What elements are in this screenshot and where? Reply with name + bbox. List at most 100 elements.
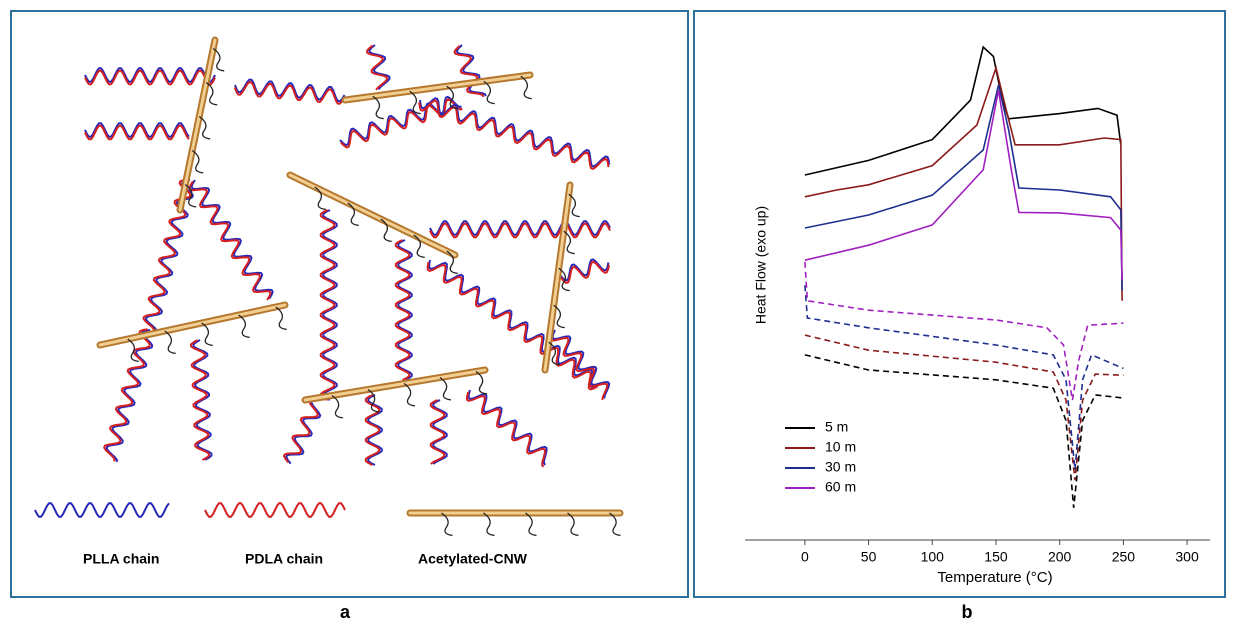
- chain: [551, 329, 611, 399]
- acetyl-group: [347, 202, 359, 227]
- acetyl-group: [367, 388, 380, 413]
- legend-label: Acetylated-CNW: [418, 551, 528, 567]
- acetyl-group: [205, 81, 218, 106]
- chain: [339, 95, 462, 147]
- acetyl-group: [558, 267, 570, 292]
- chain: [559, 258, 610, 282]
- acetyl-group: [520, 75, 532, 100]
- acetyl-group: [609, 512, 621, 537]
- acetyl-group: [568, 193, 580, 218]
- chain: [322, 209, 338, 401]
- legend-label: PDLA chain: [245, 551, 323, 567]
- chain: [397, 239, 413, 381]
- nanowhisker-highlight: [98, 303, 287, 347]
- acetyl-group: [567, 512, 579, 537]
- acetyl-group: [238, 314, 250, 339]
- chain: [204, 502, 346, 518]
- chain: [189, 339, 211, 461]
- x-tick-label: 300: [1175, 549, 1199, 565]
- chain: [285, 399, 322, 465]
- chain: [105, 329, 154, 463]
- legend-label: 5 m: [825, 419, 848, 435]
- acetyl-group: [127, 338, 139, 363]
- heating-curve: [804, 90, 1123, 281]
- chain: [367, 394, 383, 466]
- legend-label: 60 m: [825, 479, 856, 495]
- legend-label: PLLA chain: [83, 551, 160, 567]
- chain: [282, 398, 320, 464]
- schematic: [34, 36, 624, 537]
- acetyl-group: [314, 186, 326, 211]
- acetyl-group: [446, 250, 458, 275]
- chain: [428, 259, 600, 389]
- acetyl-group: [409, 90, 421, 115]
- acetyl-group: [212, 47, 225, 72]
- acetyl-group: [275, 306, 287, 331]
- acetyl-group: [483, 512, 495, 537]
- x-tick-label: 200: [1048, 549, 1072, 565]
- acetyl-group: [380, 218, 392, 243]
- chain: [453, 45, 485, 98]
- acetyl-group: [446, 85, 458, 110]
- chain: [233, 81, 346, 105]
- x-tick-label: 100: [921, 549, 945, 565]
- chart: 0 50 100 150 200 250 300 5 m 10 m 30 m 60 m: [745, 45, 1210, 565]
- acetyl-group: [548, 341, 560, 366]
- panel-label: b: [962, 602, 973, 622]
- cooling-curve: [804, 285, 1124, 470]
- acetyl-group: [191, 149, 204, 174]
- panel-label: a: [340, 602, 351, 622]
- heating-curve: [804, 64, 1123, 301]
- chain: [103, 328, 152, 462]
- legend-label: 10 m: [825, 439, 856, 455]
- chain: [559, 260, 610, 284]
- x-tick-label: 250: [1112, 549, 1136, 565]
- chain: [429, 222, 611, 239]
- chain: [432, 399, 448, 465]
- cooling-curve: [804, 334, 1124, 481]
- y-axis-label: Heat Flow (exo up): [753, 206, 769, 324]
- cooling-curve: [804, 261, 1124, 401]
- chain: [419, 97, 611, 168]
- acetyl-group: [441, 512, 453, 537]
- chain: [84, 67, 216, 83]
- chain: [319, 209, 336, 401]
- acetyl-group: [201, 322, 213, 347]
- acetyl-group: [563, 230, 575, 255]
- chain: [426, 261, 599, 391]
- chain: [394, 239, 411, 381]
- x-tick-label: 150: [984, 549, 1008, 565]
- chain: [365, 44, 389, 91]
- chain: [144, 179, 194, 332]
- x-tick-label: 50: [861, 549, 877, 565]
- acetyl-group: [475, 370, 488, 395]
- acetyl-group: [439, 376, 452, 401]
- chain: [429, 220, 611, 236]
- x-axis-label: Temperature (°C): [937, 569, 1052, 586]
- acetyl-group: [184, 183, 197, 208]
- acetyl-group: [403, 382, 416, 407]
- chain: [465, 391, 547, 468]
- legend-label: 30 m: [825, 459, 856, 475]
- chain: [368, 44, 391, 91]
- chain: [142, 178, 192, 331]
- chain: [84, 122, 190, 138]
- chain: [234, 78, 346, 103]
- chain: [84, 124, 190, 141]
- chain: [467, 389, 548, 466]
- chain: [192, 339, 213, 461]
- acetyl-group: [372, 95, 384, 120]
- chain: [429, 399, 446, 465]
- acetyl-group: [331, 394, 344, 419]
- chain: [364, 394, 381, 466]
- chain: [549, 331, 609, 401]
- heating-curve: [804, 45, 1122, 176]
- chain: [455, 44, 487, 97]
- acetyl-group: [553, 304, 565, 329]
- chain: [84, 69, 216, 86]
- x-tick-label: 0: [801, 549, 809, 565]
- chain: [34, 502, 170, 518]
- panel-b-frame: [693, 10, 1226, 598]
- acetyl-group: [413, 234, 425, 259]
